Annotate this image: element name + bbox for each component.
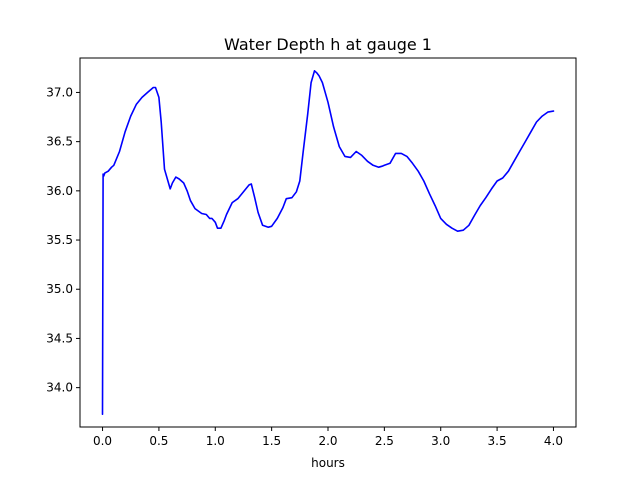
x-tick-label: 2.0 — [318, 434, 337, 448]
x-axis: 0.0 0.5 1.0 1.5 2.0 2.5 3.0 3.5 4.0 — [93, 427, 563, 448]
y-tick-label: 34.5 — [46, 331, 73, 345]
y-axis: 34.0 34.5 35.0 35.5 36.0 36.5 37.0 — [46, 85, 80, 395]
x-axis-label: hours — [311, 456, 345, 470]
y-tick-label: 35.0 — [46, 282, 73, 296]
y-tick-label: 37.0 — [46, 85, 73, 99]
x-tick-label: 0.0 — [93, 434, 112, 448]
x-tick-label: 3.5 — [488, 434, 507, 448]
y-tick-label: 36.5 — [46, 135, 73, 149]
x-tick-label: 1.5 — [262, 434, 281, 448]
y-tick-label: 35.5 — [46, 233, 73, 247]
series-line — [101, 70, 555, 416]
x-tick-label: 0.5 — [149, 434, 168, 448]
chart-title: Water Depth h at gauge 1 — [224, 35, 432, 54]
x-tick-label: 3.0 — [431, 434, 450, 448]
plot-area — [101, 70, 555, 416]
x-tick-label: 4.0 — [544, 434, 563, 448]
y-tick-label: 34.0 — [46, 381, 73, 395]
x-tick-label: 1.0 — [206, 434, 225, 448]
x-tick-label: 2.5 — [375, 434, 394, 448]
y-tick-label: 36.0 — [46, 184, 73, 198]
